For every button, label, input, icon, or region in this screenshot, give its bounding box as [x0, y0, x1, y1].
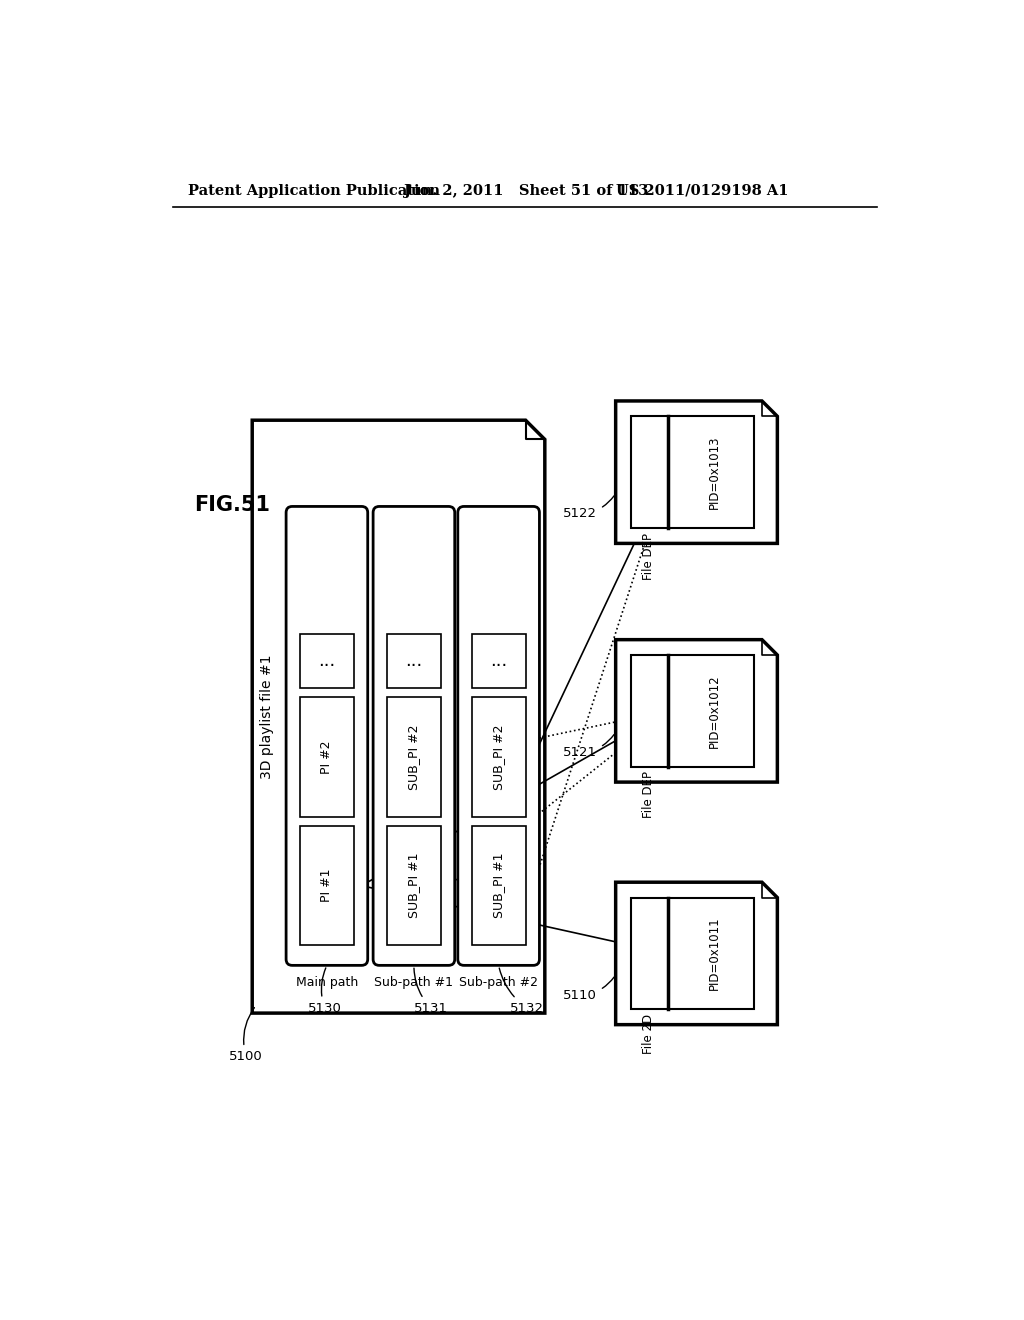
Bar	[387, 697, 441, 817]
Text: PID=0x1011: PID=0x1011	[709, 916, 721, 990]
Text: 5132: 5132	[500, 968, 544, 1015]
Bar	[387, 826, 441, 945]
Text: PID=0x1013: PID=0x1013	[709, 436, 721, 510]
Bar	[472, 635, 525, 688]
Bar	[631, 898, 755, 1010]
Text: File 2D: File 2D	[642, 1014, 654, 1053]
Text: 5131: 5131	[414, 968, 447, 1015]
Text: ...: ...	[490, 652, 507, 671]
Text: SUB_PI #2: SUB_PI #2	[408, 725, 421, 789]
Text: ...: ...	[318, 652, 336, 671]
Text: Sub-path #2: Sub-path #2	[459, 977, 539, 989]
Text: 5100: 5100	[229, 1007, 263, 1063]
FancyBboxPatch shape	[373, 507, 455, 965]
Text: Sub-path #1: Sub-path #1	[375, 977, 454, 989]
Text: 3D playlist file #1: 3D playlist file #1	[260, 655, 273, 779]
Text: File DEP: File DEP	[642, 533, 654, 579]
Text: 5122: 5122	[563, 496, 614, 520]
Text: PI #1: PI #1	[321, 869, 334, 903]
Bar	[387, 635, 441, 688]
Text: FIG.51: FIG.51	[194, 495, 269, 515]
Text: 5121: 5121	[563, 734, 614, 759]
FancyBboxPatch shape	[458, 507, 540, 965]
Text: SUB_PI #1: SUB_PI #1	[493, 853, 505, 919]
FancyBboxPatch shape	[286, 507, 368, 965]
Text: Main path: Main path	[296, 977, 358, 989]
Text: 5110: 5110	[563, 977, 614, 1002]
Text: PI #2: PI #2	[321, 741, 334, 774]
Bar	[472, 826, 525, 945]
Polygon shape	[615, 401, 777, 544]
Text: SUB_PI #1: SUB_PI #1	[408, 853, 421, 919]
Bar	[472, 697, 525, 817]
Text: 5130: 5130	[307, 968, 342, 1015]
Bar	[300, 635, 354, 688]
Text: ...: ...	[406, 652, 423, 671]
Text: PID=0x1012: PID=0x1012	[709, 675, 721, 747]
Polygon shape	[615, 882, 777, 1024]
Text: File DEP: File DEP	[642, 771, 654, 818]
Bar	[631, 655, 755, 767]
Bar	[300, 697, 354, 817]
Polygon shape	[252, 420, 545, 1014]
Text: Patent Application Publication: Patent Application Publication	[188, 183, 440, 198]
Bar	[631, 416, 755, 528]
Polygon shape	[615, 640, 777, 781]
Text: SUB_PI #2: SUB_PI #2	[493, 725, 505, 789]
Text: Jun. 2, 2011   Sheet 51 of 113: Jun. 2, 2011 Sheet 51 of 113	[403, 183, 648, 198]
Bar	[300, 826, 354, 945]
Text: US 2011/0129198 A1: US 2011/0129198 A1	[615, 183, 788, 198]
